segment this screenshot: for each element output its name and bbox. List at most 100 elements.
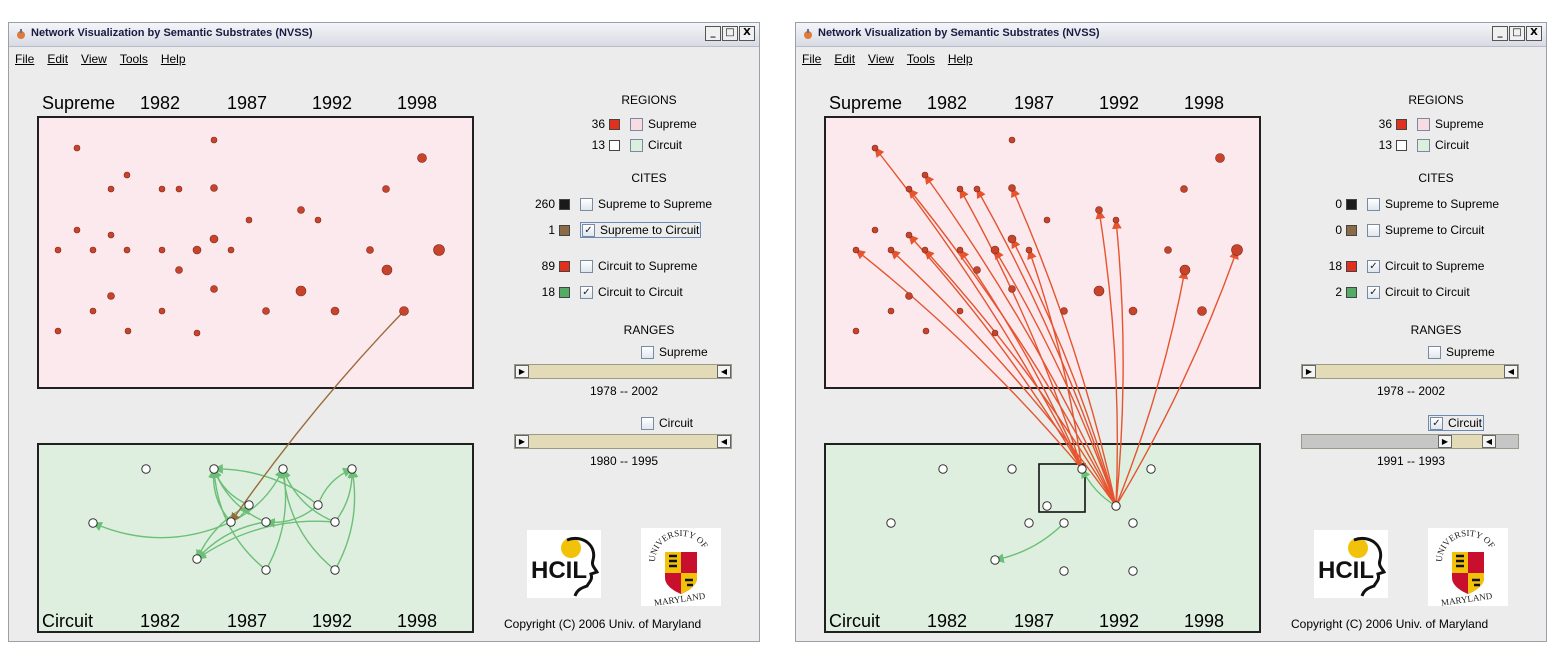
slider-right-button[interactable]: ◀ — [1504, 365, 1518, 378]
supreme-range-slider[interactable]: ▶ ◀ — [1301, 364, 1519, 379]
cite-label: Supreme to Supreme — [1385, 197, 1500, 211]
cite-toggle[interactable]: ✓ Circuit to Circuit — [580, 285, 683, 299]
cite-toggle[interactable]: Supreme to Supreme — [1367, 197, 1499, 211]
supreme-range-text: 1978 -- 2002 — [1346, 384, 1476, 398]
cite-toggle[interactable]: ✓ Circuit to Supreme — [1367, 259, 1484, 273]
year-label: 1987 — [1014, 93, 1055, 113]
menu-tools[interactable]: Tools — [906, 52, 935, 66]
supreme-range-text: 1978 -- 2002 — [559, 384, 689, 398]
range-checkbox[interactable]: ✓ — [1430, 416, 1443, 430]
slider-left-button[interactable]: ▶ — [1302, 365, 1316, 378]
region-row-circuit: 13 Circuit — [569, 137, 682, 153]
cite-checkbox[interactable]: ✓ — [1367, 259, 1380, 273]
cite-row: 18 ✓ Circuit to Supreme — [1306, 258, 1485, 274]
maximize-button[interactable]: □ — [1509, 26, 1525, 41]
cite-checkbox[interactable] — [1367, 197, 1380, 211]
range-circuit-focus[interactable]: ✓ Circuit — [1428, 415, 1485, 431]
cite-color-swatch[interactable] — [1346, 198, 1357, 210]
maximize-button[interactable]: □ — [722, 26, 738, 41]
range-circuit-toggle[interactable]: Circuit — [641, 415, 693, 431]
menu-help[interactable]: Help — [160, 52, 186, 66]
region-checkbox[interactable] — [630, 138, 643, 152]
cite-color-swatch[interactable] — [559, 286, 570, 298]
range-label: Circuit — [1448, 416, 1483, 430]
menu-view[interactable]: View — [868, 52, 894, 66]
cite-color-swatch[interactable] — [1346, 260, 1357, 272]
cite-checkbox[interactable] — [580, 197, 593, 211]
cite-color-swatch[interactable] — [559, 224, 570, 236]
close-button[interactable]: X — [739, 26, 755, 41]
cite-row: 89 Circuit to Supreme — [519, 258, 698, 274]
range-to: 2002 — [631, 384, 659, 398]
cite-color-swatch[interactable] — [559, 198, 570, 210]
cite-toggle[interactable]: Supreme to Supreme — [580, 197, 712, 211]
circuit-range-slider[interactable]: ▶ ◀ — [1301, 434, 1519, 449]
year-label: 1982 — [140, 611, 181, 631]
supreme-region[interactable] — [824, 116, 1261, 389]
cite-toggle[interactable]: ✓ Circuit to Circuit — [1367, 285, 1470, 299]
cite-label: Supreme to Supreme — [598, 197, 713, 211]
circuit-region[interactable] — [824, 443, 1261, 633]
slider-left-button[interactable]: ▶ — [515, 365, 529, 378]
nvss-window-left: Network Visualization by Semantic Substr… — [8, 22, 760, 642]
supreme-range-slider[interactable]: ▶ ◀ — [514, 364, 732, 379]
region-checkbox[interactable] — [1417, 117, 1430, 131]
menu-file[interactable]: File — [15, 52, 35, 66]
cite-color-swatch[interactable] — [559, 260, 570, 272]
cite-toggle[interactable]: Supreme to Circuit — [1367, 223, 1484, 237]
slider-range-thumb[interactable] — [1452, 435, 1482, 448]
cite-count: 260 — [534, 197, 555, 211]
region-count: 13 — [1378, 138, 1392, 152]
menu-edit[interactable]: Edit — [834, 52, 856, 66]
range-circuit-toggle[interactable]: ✓ Circuit — [1428, 415, 1485, 431]
range-label: Supreme — [659, 345, 708, 359]
region-checkbox[interactable] — [1417, 138, 1430, 152]
cite-checkbox[interactable]: ✓ — [580, 285, 593, 299]
range-checkbox[interactable] — [1428, 345, 1441, 359]
slider-right-button[interactable]: ◀ — [717, 435, 731, 448]
region-row-supreme: 36 Supreme — [1356, 116, 1484, 132]
circuit-range-slider[interactable]: ▶ ◀ — [514, 434, 732, 449]
cite-toggle[interactable]: ✓ Supreme to Circuit — [580, 222, 702, 238]
close-button[interactable]: X — [1526, 26, 1542, 41]
menu-tools[interactable]: Tools — [119, 52, 148, 66]
cite-checkbox[interactable]: ✓ — [582, 223, 595, 237]
circuit-region[interactable] — [37, 443, 474, 633]
region-label: Circuit — [1435, 138, 1470, 152]
year-label: 1987 — [227, 611, 268, 631]
slider-right-button[interactable]: ◀ — [717, 365, 731, 378]
menu-view[interactable]: View — [81, 52, 107, 66]
cite-checkbox[interactable] — [1367, 223, 1380, 237]
menu-file[interactable]: File — [802, 52, 822, 66]
cite-toggle[interactable]: Circuit to Supreme — [580, 259, 697, 273]
region-checkbox[interactable] — [630, 117, 643, 131]
cite-checkbox[interactable] — [580, 259, 593, 273]
title-bar[interactable]: Network Visualization by Semantic Substr… — [9, 23, 759, 47]
region-color-swatch[interactable] — [1396, 118, 1407, 130]
range-circuit-focus[interactable]: Circuit — [641, 416, 693, 430]
slider-right-button[interactable]: ◀ — [1482, 435, 1496, 448]
supreme-region[interactable] — [37, 116, 474, 389]
cite-color-swatch[interactable] — [1346, 286, 1357, 298]
menu-help[interactable]: Help — [947, 52, 973, 66]
title-bar[interactable]: Network Visualization by Semantic Substr… — [796, 23, 1546, 47]
range-supreme-toggle[interactable]: Supreme — [1428, 344, 1495, 360]
region-color-swatch[interactable] — [609, 118, 620, 130]
menu-bar: File Edit View Tools Help — [802, 52, 973, 66]
region-color-swatch[interactable] — [1396, 139, 1407, 151]
cite-checkbox[interactable]: ✓ — [1367, 285, 1380, 299]
cite-color-swatch[interactable] — [1346, 224, 1357, 236]
cite-label: Circuit to Supreme — [1385, 259, 1485, 273]
range-checkbox[interactable] — [641, 345, 654, 359]
range-checkbox[interactable] — [641, 416, 654, 430]
range-separator: -- — [620, 454, 628, 468]
minimize-button[interactable]: _ — [705, 26, 721, 41]
region-color-swatch[interactable] — [609, 139, 620, 151]
region-count: 36 — [591, 117, 605, 131]
slider-left-button[interactable]: ▶ — [515, 435, 529, 448]
minimize-button[interactable]: _ — [1492, 26, 1508, 41]
slider-left-button[interactable]: ▶ — [1438, 435, 1452, 448]
range-supreme-toggle[interactable]: Supreme — [641, 344, 708, 360]
menu-edit[interactable]: Edit — [47, 52, 69, 66]
region-row-supreme: 36 Supreme — [569, 116, 697, 132]
